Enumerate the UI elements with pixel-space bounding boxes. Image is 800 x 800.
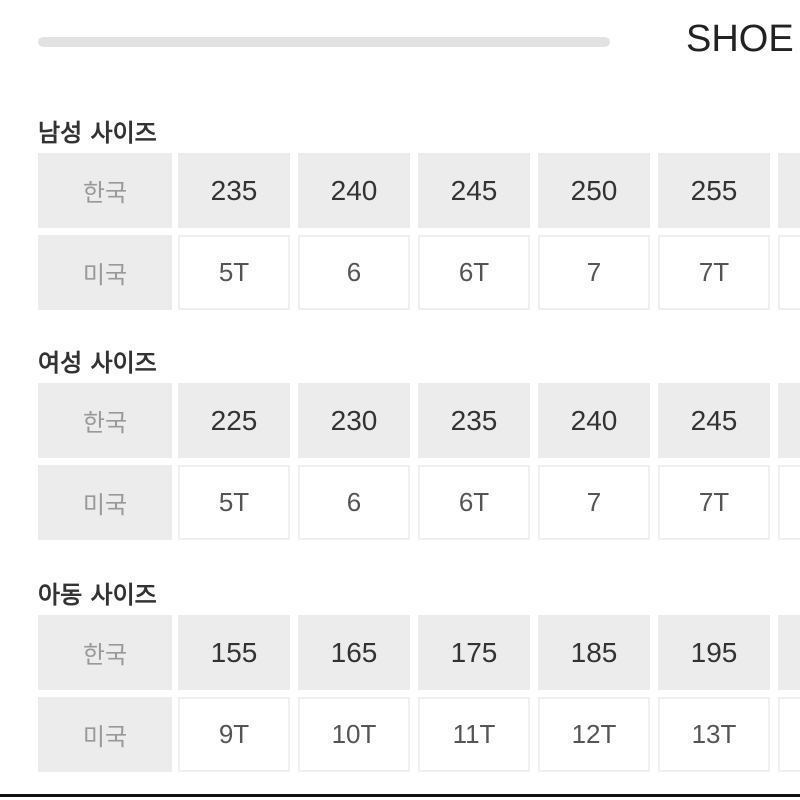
row-label: 미국 xyxy=(38,697,172,772)
size-cell: 230 xyxy=(298,383,410,458)
size-cell: 155 xyxy=(178,615,290,690)
size-cell: 5T xyxy=(178,235,290,310)
size-cell: 235 xyxy=(418,383,530,458)
cut-off-cell xyxy=(778,383,800,458)
size-cell: 10T xyxy=(298,697,410,772)
section-title: 아동 사이즈 xyxy=(38,581,157,609)
bottom-line xyxy=(0,794,800,797)
size-cell: 225 xyxy=(178,383,290,458)
size-cell: 240 xyxy=(298,153,410,228)
size-cell: 7 xyxy=(538,235,650,310)
row-label: 한국 xyxy=(38,383,172,458)
size-cell: 240 xyxy=(538,383,650,458)
row-label: 미국 xyxy=(38,235,172,310)
size-cell: 6T xyxy=(418,235,530,310)
size-cell: 6 xyxy=(298,465,410,540)
size-cell: 7T xyxy=(658,465,770,540)
scroll-bar xyxy=(38,37,610,47)
size-cell: 175 xyxy=(418,615,530,690)
size-cell: 9T xyxy=(178,697,290,772)
size-cell: 235 xyxy=(178,153,290,228)
section-title: 남성 사이즈 xyxy=(38,119,157,147)
size-cell: 195 xyxy=(658,615,770,690)
size-cell: 5T xyxy=(178,465,290,540)
size-cell: 13T xyxy=(658,697,770,772)
cut-off-cell xyxy=(778,615,800,690)
size-cell: 185 xyxy=(538,615,650,690)
size-cell: 6T xyxy=(418,465,530,540)
page-title: SHOE xyxy=(686,18,794,60)
cut-off-cell xyxy=(778,153,800,228)
size-cell: 6 xyxy=(298,235,410,310)
row-label: 한국 xyxy=(38,615,172,690)
size-cell: 250 xyxy=(538,153,650,228)
size-cell: 245 xyxy=(658,383,770,458)
size-cell: 165 xyxy=(298,615,410,690)
size-cell: 12T xyxy=(538,697,650,772)
size-cell: 11T xyxy=(418,697,530,772)
section-title: 여성 사이즈 xyxy=(38,349,157,377)
cut-off-cell xyxy=(778,697,800,772)
cut-off-cell xyxy=(778,465,800,540)
row-label: 미국 xyxy=(38,465,172,540)
size-cell: 245 xyxy=(418,153,530,228)
cut-off-cell xyxy=(778,235,800,310)
size-cell: 7T xyxy=(658,235,770,310)
row-label: 한국 xyxy=(38,153,172,228)
size-cell: 7 xyxy=(538,465,650,540)
size-cell: 255 xyxy=(658,153,770,228)
